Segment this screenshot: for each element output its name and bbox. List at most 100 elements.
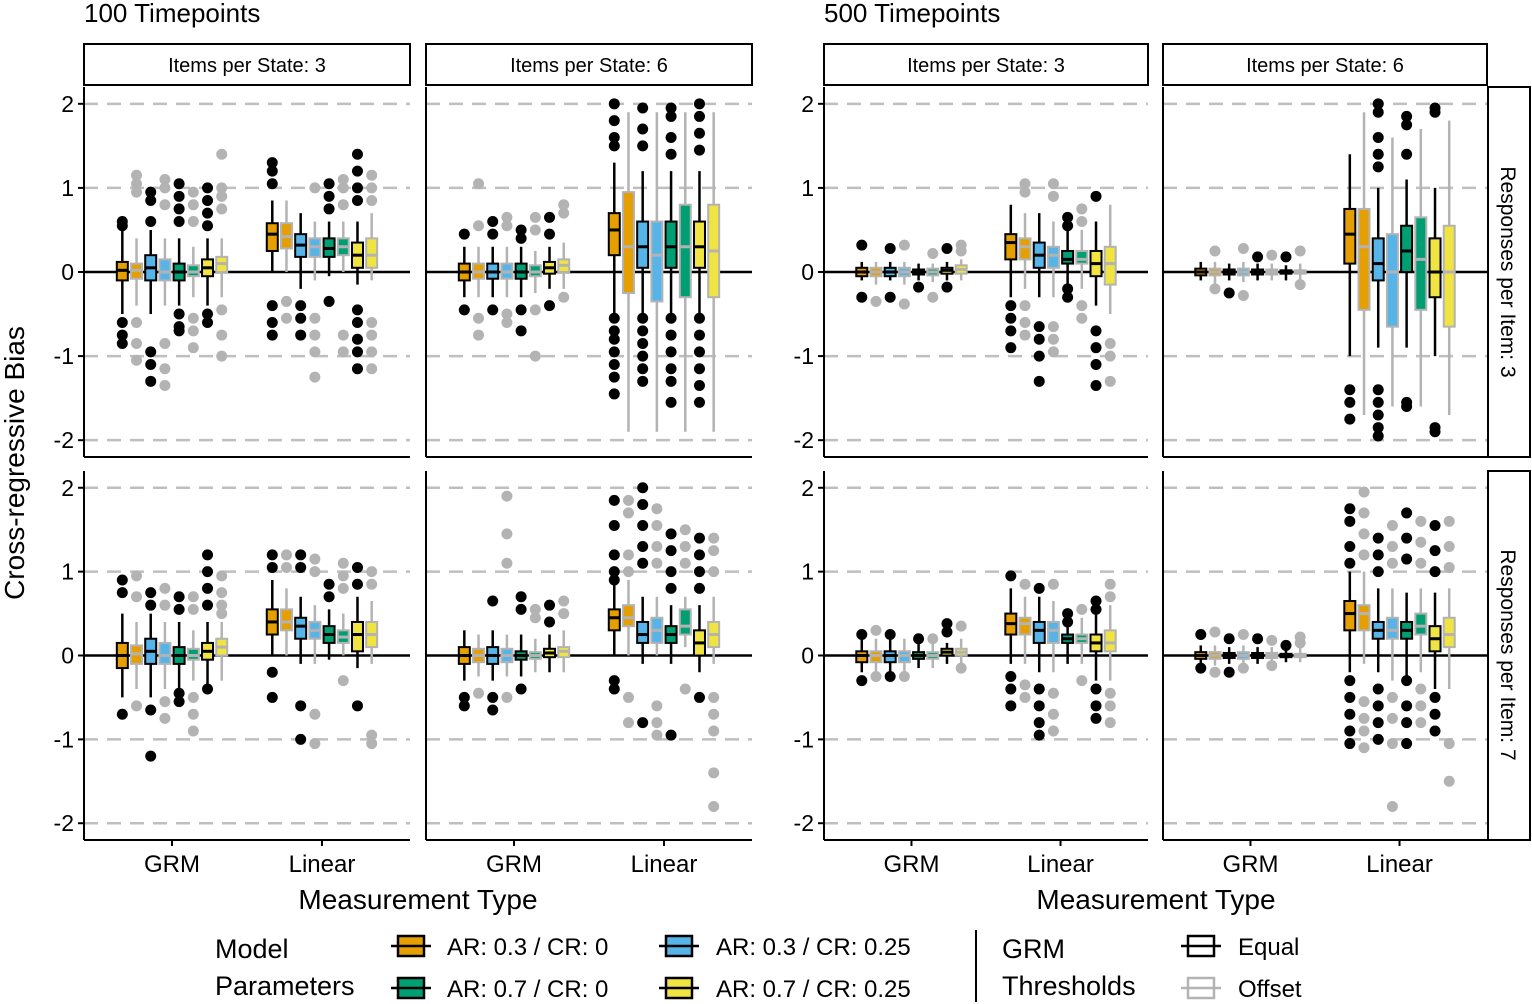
row-strip-1: Responses per Item: 3	[1487, 86, 1531, 458]
outlier-point	[309, 708, 321, 720]
outlier-point	[337, 182, 349, 194]
box	[144, 229, 158, 315]
box	[336, 221, 350, 272]
outlier-point	[693, 312, 705, 324]
y-tick-label: 1	[61, 175, 74, 201]
box-body	[1103, 629, 1117, 653]
outlier-point	[1372, 131, 1384, 143]
outlier-point	[1358, 696, 1370, 708]
outlier-point	[501, 528, 513, 540]
outlier-point	[1386, 691, 1398, 703]
box-body	[607, 212, 621, 257]
x-tick-label: GRM	[144, 851, 200, 878]
outlier-point	[337, 346, 349, 358]
outlier-point	[159, 582, 171, 594]
box	[308, 605, 322, 664]
group-title-500: 500 Timepoints	[824, 0, 1000, 28]
outlier-point	[216, 570, 228, 582]
box	[926, 263, 940, 283]
outlier-point	[1047, 346, 1059, 358]
box-body	[1018, 616, 1032, 636]
outlier-point	[501, 557, 513, 569]
outlier-point	[637, 102, 649, 114]
outlier-point	[295, 561, 307, 573]
box-body	[1343, 207, 1357, 265]
outlier-point	[1415, 700, 1427, 712]
box-body	[265, 222, 279, 252]
box	[1236, 261, 1250, 283]
box	[650, 596, 664, 656]
outlier-point	[856, 629, 868, 641]
outlier-point	[351, 363, 363, 375]
outlier-point	[1019, 679, 1031, 691]
legend-item-offset: Offset	[1181, 976, 1302, 1003]
outlier-point	[637, 325, 649, 337]
outlier-point	[1372, 396, 1384, 408]
outlier-point	[202, 566, 214, 578]
outlier-point	[941, 618, 953, 630]
outlier-point	[651, 717, 663, 729]
legend-item-ar03-cr025: AR: 0.3 / CR: 0.25	[659, 934, 911, 961]
outlier-point	[665, 131, 677, 143]
outlier-point	[366, 346, 378, 358]
outlier-point	[1033, 350, 1045, 362]
box-body	[1400, 224, 1414, 273]
outlier-point	[608, 140, 620, 152]
outlier-point	[1047, 190, 1059, 202]
outlier-point	[337, 557, 349, 569]
outlier-point	[608, 494, 620, 506]
outlier-point	[651, 729, 663, 741]
box	[692, 171, 706, 315]
outlier-point	[366, 169, 378, 181]
outlier-point	[1033, 333, 1045, 345]
outlier-point	[1090, 603, 1102, 615]
outlier-point	[159, 696, 171, 708]
outlier-point	[679, 683, 691, 695]
box	[1061, 229, 1075, 289]
outlier-point	[173, 190, 185, 202]
outlier-point	[1005, 700, 1017, 712]
outlier-point	[131, 186, 143, 198]
outlier-point	[693, 110, 705, 122]
outlier-point	[501, 308, 513, 320]
box	[1442, 588, 1456, 690]
outlier-point	[309, 312, 321, 324]
outlier-point	[1429, 691, 1441, 703]
outlier-point	[280, 549, 292, 561]
outlier-point	[116, 574, 128, 586]
outlier-point	[487, 304, 499, 316]
outlier-point	[337, 174, 349, 185]
outlier-point	[1415, 557, 1427, 569]
box-body	[1414, 216, 1428, 311]
outlier-point	[637, 557, 649, 569]
box	[1371, 588, 1385, 673]
box	[457, 246, 471, 298]
box	[336, 613, 350, 656]
outlier-point	[898, 298, 910, 310]
outlier-point	[1344, 515, 1356, 527]
outlier-point	[913, 633, 925, 645]
outlier-point	[1372, 384, 1384, 396]
outlier-point	[884, 242, 896, 254]
outlier-point	[487, 691, 499, 703]
outlier-point	[608, 333, 620, 345]
outlier-point	[216, 203, 228, 215]
outlier-point	[1415, 515, 1427, 527]
outlier-point	[337, 675, 349, 687]
outlier-point	[515, 591, 527, 603]
box	[1414, 588, 1428, 673]
outlier-point	[366, 729, 378, 741]
outlier-point	[1429, 520, 1441, 532]
outlier-point	[544, 599, 556, 611]
outlier-point	[145, 599, 157, 611]
box	[528, 638, 542, 673]
legend-thresh-title-2: Thresholds	[1002, 971, 1136, 1001]
outlier-point	[216, 329, 228, 341]
outlier-point	[1237, 290, 1249, 302]
box	[692, 605, 706, 673]
outlier-point	[1090, 712, 1102, 724]
x-tick-label: Linear	[1027, 851, 1094, 878]
outlier-point	[1104, 687, 1116, 699]
outlier-point	[309, 738, 321, 750]
outlier-point	[693, 144, 705, 156]
